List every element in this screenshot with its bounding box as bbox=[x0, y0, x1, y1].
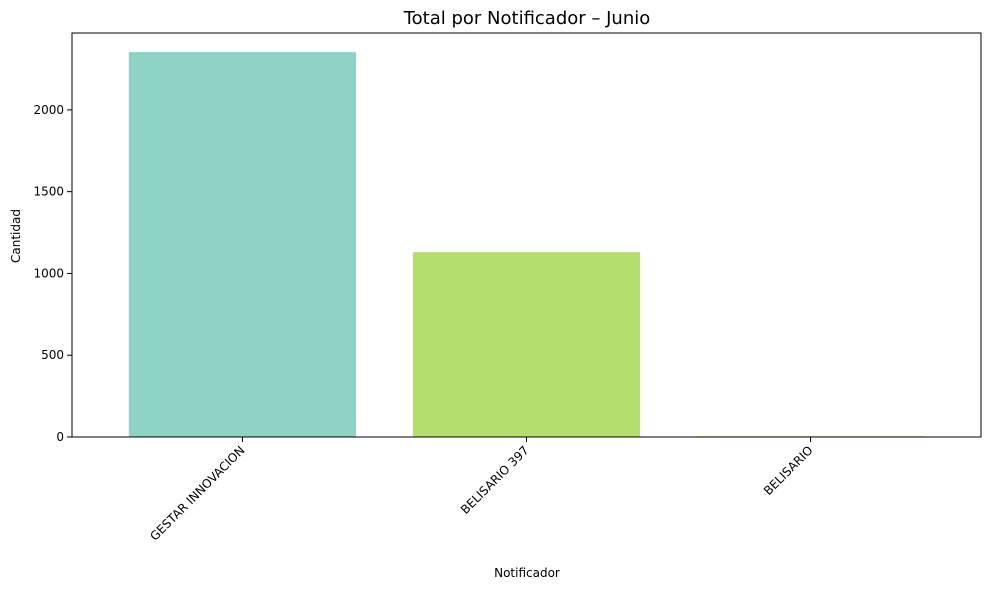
y-tick-label: 1000 bbox=[33, 266, 64, 280]
bars-group bbox=[128, 52, 925, 438]
y-axis: 0 500 1000 1500 2000 bbox=[33, 103, 72, 444]
y-tick-label: 2000 bbox=[33, 103, 64, 117]
y-tick-label: 0 bbox=[56, 430, 64, 444]
chart-title: Total por Notificador – Junio bbox=[403, 8, 651, 29]
y-tick-label: 1500 bbox=[33, 185, 64, 199]
y-axis-label: Cantidad bbox=[9, 209, 23, 263]
bar-0 bbox=[128, 52, 357, 437]
y-tick-label: 500 bbox=[41, 348, 64, 362]
x-axis-label: Notificador bbox=[494, 566, 560, 580]
bar-1 bbox=[412, 252, 641, 437]
